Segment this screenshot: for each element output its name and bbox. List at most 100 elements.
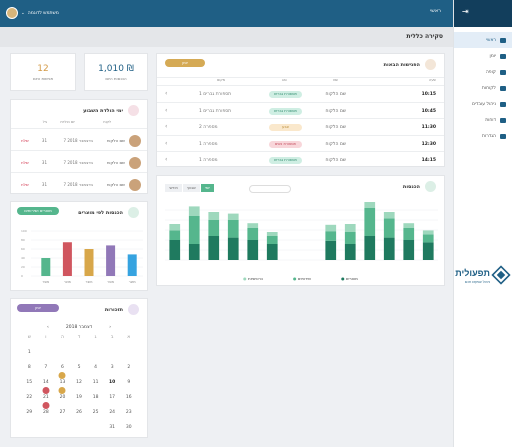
calendar-day[interactable]: 12	[76, 380, 82, 385]
calendar-day[interactable]: 5	[77, 365, 81, 370]
bar	[41, 258, 51, 276]
next-month-icon[interactable]: ›	[109, 325, 111, 330]
bar-segment	[422, 230, 434, 235]
sidebar-item-calendar[interactable]: יומן	[454, 48, 512, 64]
service-badge: תספורת גברים	[269, 91, 302, 98]
calendar-day[interactable]: 29	[26, 410, 33, 415]
calendar-day[interactable]: 7	[44, 365, 48, 370]
calendar-day[interactable]: 18	[92, 395, 99, 400]
table-row[interactable]: 10:45 שם הלקוח תספורת גברים תספורת גברים 1 ‹	[157, 101, 444, 120]
calendar-day[interactable]: 30	[125, 425, 132, 430]
bar-segment	[344, 232, 356, 244]
customer-age: 31	[41, 182, 47, 187]
calendar-day[interactable]: 14	[38, 380, 55, 395]
table-row[interactable]: 11:30 שם הלקוח צבע מספרה 2 ‹	[157, 118, 444, 136]
calendar-button[interactable]: יומן	[165, 59, 205, 67]
tab-daily[interactable]: יומי	[200, 184, 214, 192]
calendar-day[interactable]: 13	[54, 380, 71, 395]
topbar: ראשי ⌄ משתמש לדוגמה	[0, 0, 453, 27]
products-services-button[interactable]: מוצרים ושירותים	[17, 207, 59, 215]
calendar-day[interactable]: 11	[92, 380, 99, 385]
chevron-left-icon[interactable]: ‹	[165, 90, 168, 97]
customer-name: שם הלקוח	[325, 108, 346, 114]
calendar-day[interactable]: 4	[94, 365, 98, 370]
weekday-label: ה	[60, 335, 64, 340]
sidebar: ⇥ ראשי יומן קופה לקוחות ניהול עובדים דוח…	[453, 0, 512, 447]
calendar-day[interactable]: 26	[76, 410, 82, 415]
bar-segment	[344, 244, 356, 260]
appointment-time: 10:15	[421, 92, 436, 97]
sidebar-item-employees[interactable]: ניהול עובדים	[454, 96, 512, 112]
home-link[interactable]: ראשי	[430, 8, 441, 14]
calendar-day	[87, 425, 104, 440]
weekday-label: א	[127, 335, 131, 340]
bar	[84, 249, 94, 276]
chart-filter-select[interactable]	[249, 185, 291, 193]
send-greeting-link[interactable]: שלח	[21, 182, 29, 187]
calendar-day[interactable]: 24	[109, 410, 116, 415]
calendar-day[interactable]: 20	[59, 395, 66, 400]
chevron-left-icon[interactable]: ‹	[165, 106, 168, 114]
table-row[interactable]: 12:30 שם הלקוח תספורת נשים מספרה 1 ‹	[157, 134, 444, 153]
sidebar-item-cash[interactable]: קופה	[454, 64, 512, 80]
collapse-arrow-icon[interactable]: ⇥	[462, 7, 469, 16]
calendar-day[interactable]: 2	[127, 365, 131, 370]
send-greeting-link[interactable]: שלח	[21, 138, 29, 143]
tab-monthly[interactable]: חודשי	[165, 184, 182, 192]
table-row[interactable]: 14:15 שם הלקוח תספורת גברים מספרה 1 ‹	[157, 151, 444, 169]
calendar-day[interactable]: 27	[59, 410, 66, 415]
calendar-day[interactable]: 3	[110, 365, 114, 370]
calendar-week: 8 7 6 5 4 3 2	[21, 365, 137, 380]
reports-icon	[500, 117, 506, 123]
calendar-day	[21, 425, 38, 440]
y-tick-label: 20	[21, 265, 25, 269]
calendar-day[interactable]: 15	[26, 380, 33, 385]
sidebar-item-home[interactable]: ראשי	[454, 32, 512, 48]
customer-name: שם הלקוח	[325, 141, 346, 147]
money-icon	[128, 207, 139, 218]
calendar-week: 15 14 13 12 11 10 9	[21, 380, 137, 395]
calendar-week: 31 30	[21, 425, 137, 440]
calendar-day[interactable]: 10	[109, 380, 116, 385]
service-badge: תספורת גברים	[269, 157, 302, 164]
calendar-day[interactable]: 9	[127, 380, 131, 385]
sidebar-item-settings[interactable]: הגדרות	[454, 128, 512, 144]
prev-month-icon[interactable]: ‹	[47, 325, 49, 330]
x-tick-label: מוצר	[129, 280, 136, 284]
chevron-left-icon[interactable]: ‹	[165, 139, 168, 147]
chevron-left-icon[interactable]: ‹	[165, 156, 168, 163]
list-item: שם הלקוח 7 בדצמבר 2018 31 שלח	[11, 172, 147, 198]
calendar-day[interactable]: 19	[76, 395, 82, 400]
calendar-day[interactable]: 6	[54, 365, 71, 380]
birthday-date: 7 בדצמבר 2018	[63, 138, 93, 143]
send-greeting-link[interactable]: שלח	[21, 160, 29, 165]
calendar-day[interactable]: 31	[109, 425, 116, 430]
calendar-day[interactable]: 16	[125, 395, 132, 400]
tab-weekly[interactable]: שבועי	[182, 184, 200, 192]
bar-segment	[383, 237, 395, 260]
calendar-day[interactable]: 21	[38, 395, 55, 410]
sidebar-item-customers[interactable]: לקוחות	[454, 80, 512, 96]
calendar-day[interactable]: 17	[109, 395, 116, 400]
reminders-calendar-button[interactable]: יומן	[17, 304, 59, 312]
user-menu[interactable]: ⌄ משתמש לדוגמה	[6, 7, 59, 19]
calendar-day[interactable]: 28	[43, 410, 49, 415]
calendar-day[interactable]: 8	[27, 365, 31, 370]
bar-segment	[383, 212, 395, 219]
calendar-day[interactable]: 23	[125, 410, 132, 415]
period-tabs: חודשי שבועי יומי	[165, 184, 214, 192]
sidebar-item-reports[interactable]: דוחות	[454, 112, 512, 128]
calendar-day	[71, 425, 88, 440]
calendar-icon	[425, 59, 436, 70]
calendar-day[interactable]: 25	[92, 410, 99, 415]
chevron-left-icon[interactable]: ‹	[165, 123, 168, 130]
svg-text:ניהול עסקים חכם: ניהול עסקים חכם	[465, 280, 491, 284]
bar	[106, 245, 116, 276]
table-row[interactable]: 10:15 שם הלקוח תספורת גברים תספורת גברים 1 ‹	[157, 85, 444, 103]
appointment-time: 14:15	[421, 158, 436, 163]
calendar-day[interactable]: 22	[26, 395, 33, 400]
bar-segment	[169, 240, 181, 260]
bar	[127, 254, 137, 276]
calendar-day[interactable]: 1	[27, 350, 31, 355]
bar-segment	[227, 213, 239, 220]
